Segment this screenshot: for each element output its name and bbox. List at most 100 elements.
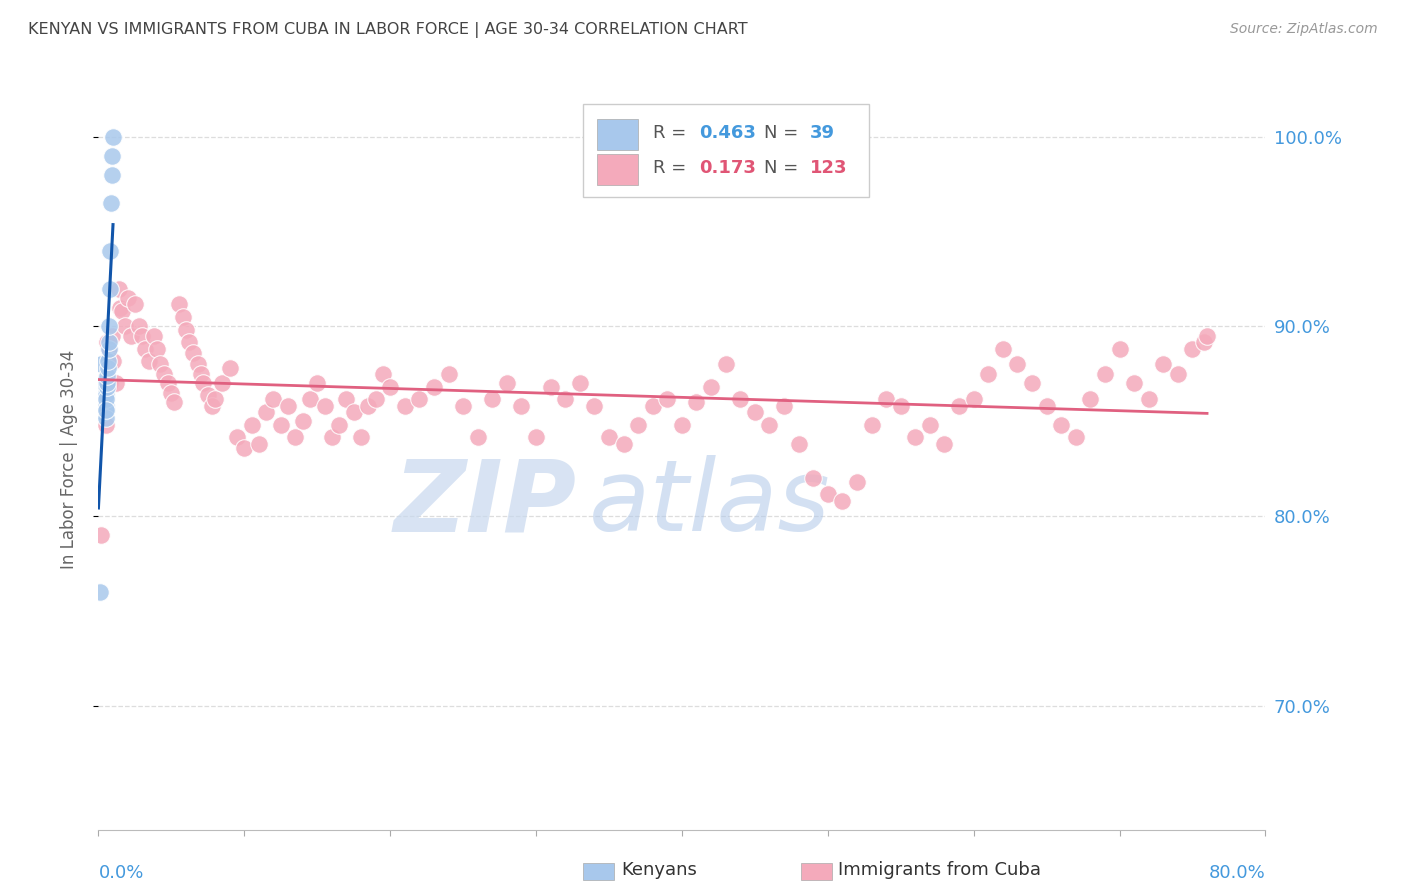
Point <box>117 291 139 305</box>
Point <box>100 168 122 182</box>
Point <box>138 353 160 368</box>
Point <box>277 399 299 413</box>
Point <box>408 392 430 406</box>
Point <box>481 392 503 406</box>
Point <box>110 301 132 315</box>
Point <box>98 244 121 258</box>
Point <box>96 380 118 394</box>
Point <box>90 395 112 409</box>
Point <box>1064 429 1087 443</box>
Text: 0.0%: 0.0% <box>98 863 143 881</box>
Point <box>90 358 112 372</box>
Point <box>758 418 780 433</box>
Point <box>357 399 380 413</box>
Point <box>335 392 357 406</box>
Point <box>641 399 664 413</box>
Point <box>657 392 679 406</box>
Point <box>247 437 270 451</box>
Point <box>167 296 190 310</box>
Point <box>510 399 533 413</box>
Point <box>94 395 117 409</box>
Point <box>744 405 766 419</box>
Point <box>172 310 194 324</box>
Point <box>128 319 150 334</box>
Point <box>93 380 115 394</box>
Point <box>97 361 120 376</box>
Point <box>153 367 176 381</box>
Point <box>343 405 366 419</box>
Point <box>142 329 165 343</box>
FancyBboxPatch shape <box>582 104 869 196</box>
Point <box>233 441 256 455</box>
Point <box>93 392 115 406</box>
Point <box>291 414 314 428</box>
Point <box>98 376 121 391</box>
Point <box>218 361 240 376</box>
Point <box>934 437 956 451</box>
Point <box>254 405 277 419</box>
Text: 80.0%: 80.0% <box>1209 863 1265 881</box>
Point <box>190 367 212 381</box>
Point <box>240 418 263 433</box>
Point <box>131 329 153 343</box>
Point <box>90 376 112 391</box>
Point <box>524 429 547 443</box>
Point <box>1007 358 1029 372</box>
Point <box>91 395 114 409</box>
Point <box>197 388 219 402</box>
Point <box>93 403 115 417</box>
Point <box>831 494 853 508</box>
Point <box>149 358 172 372</box>
Text: KENYAN VS IMMIGRANTS FROM CUBA IN LABOR FORCE | AGE 30-34 CORRELATION CHART: KENYAN VS IMMIGRANTS FROM CUBA IN LABOR … <box>28 22 748 38</box>
Point <box>918 418 941 433</box>
Point <box>1094 367 1116 381</box>
Point <box>94 403 117 417</box>
Point <box>201 399 224 413</box>
Point <box>157 376 180 391</box>
Point <box>226 429 249 443</box>
Point <box>817 486 839 500</box>
Point <box>1192 334 1215 349</box>
Point <box>1108 343 1130 357</box>
Text: R =: R = <box>652 160 692 178</box>
Point <box>801 471 824 485</box>
Text: Immigrants from Cuba: Immigrants from Cuba <box>838 861 1040 879</box>
Point <box>96 334 118 349</box>
Point <box>1080 392 1102 406</box>
Point <box>91 395 114 409</box>
Point <box>91 399 114 413</box>
Point <box>977 367 1000 381</box>
Point <box>101 353 124 368</box>
Point <box>100 329 122 343</box>
Point <box>108 281 131 295</box>
Point <box>98 281 121 295</box>
Point <box>773 399 796 413</box>
Point <box>364 392 387 406</box>
Point <box>93 399 115 413</box>
Point <box>1152 358 1174 372</box>
Point <box>114 319 136 334</box>
Point <box>1195 329 1218 343</box>
Point <box>93 405 115 419</box>
Text: 123: 123 <box>810 160 848 178</box>
Point <box>612 437 634 451</box>
Point <box>371 367 394 381</box>
Point <box>101 129 124 144</box>
Point <box>904 429 927 443</box>
Point <box>204 392 226 406</box>
Point <box>96 403 118 417</box>
Point <box>174 323 197 337</box>
Point <box>90 405 112 419</box>
Point <box>583 399 606 413</box>
Point <box>321 429 343 443</box>
Point <box>134 343 156 357</box>
Text: Kenyans: Kenyans <box>621 861 697 879</box>
Text: atlas: atlas <box>589 455 830 552</box>
Point <box>100 196 122 211</box>
Point <box>101 148 124 162</box>
Point <box>568 376 591 391</box>
Point <box>350 429 373 443</box>
Point <box>90 528 112 542</box>
Point <box>146 343 169 357</box>
Text: Source: ZipAtlas.com: Source: ZipAtlas.com <box>1230 22 1378 37</box>
